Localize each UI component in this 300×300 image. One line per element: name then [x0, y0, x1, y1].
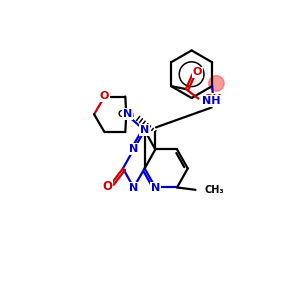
Text: O: O: [100, 91, 109, 101]
Text: O: O: [103, 180, 112, 193]
Text: CH₃: CH₃: [117, 110, 134, 119]
Text: NH: NH: [202, 96, 221, 106]
Text: O: O: [193, 68, 202, 77]
Text: N: N: [129, 144, 138, 154]
Text: N: N: [151, 183, 160, 193]
Text: N: N: [140, 125, 150, 135]
Text: N: N: [129, 183, 139, 193]
Text: N: N: [123, 109, 132, 119]
Text: OH: OH: [203, 94, 222, 104]
Circle shape: [208, 76, 224, 91]
Text: CH₃: CH₃: [204, 185, 224, 195]
